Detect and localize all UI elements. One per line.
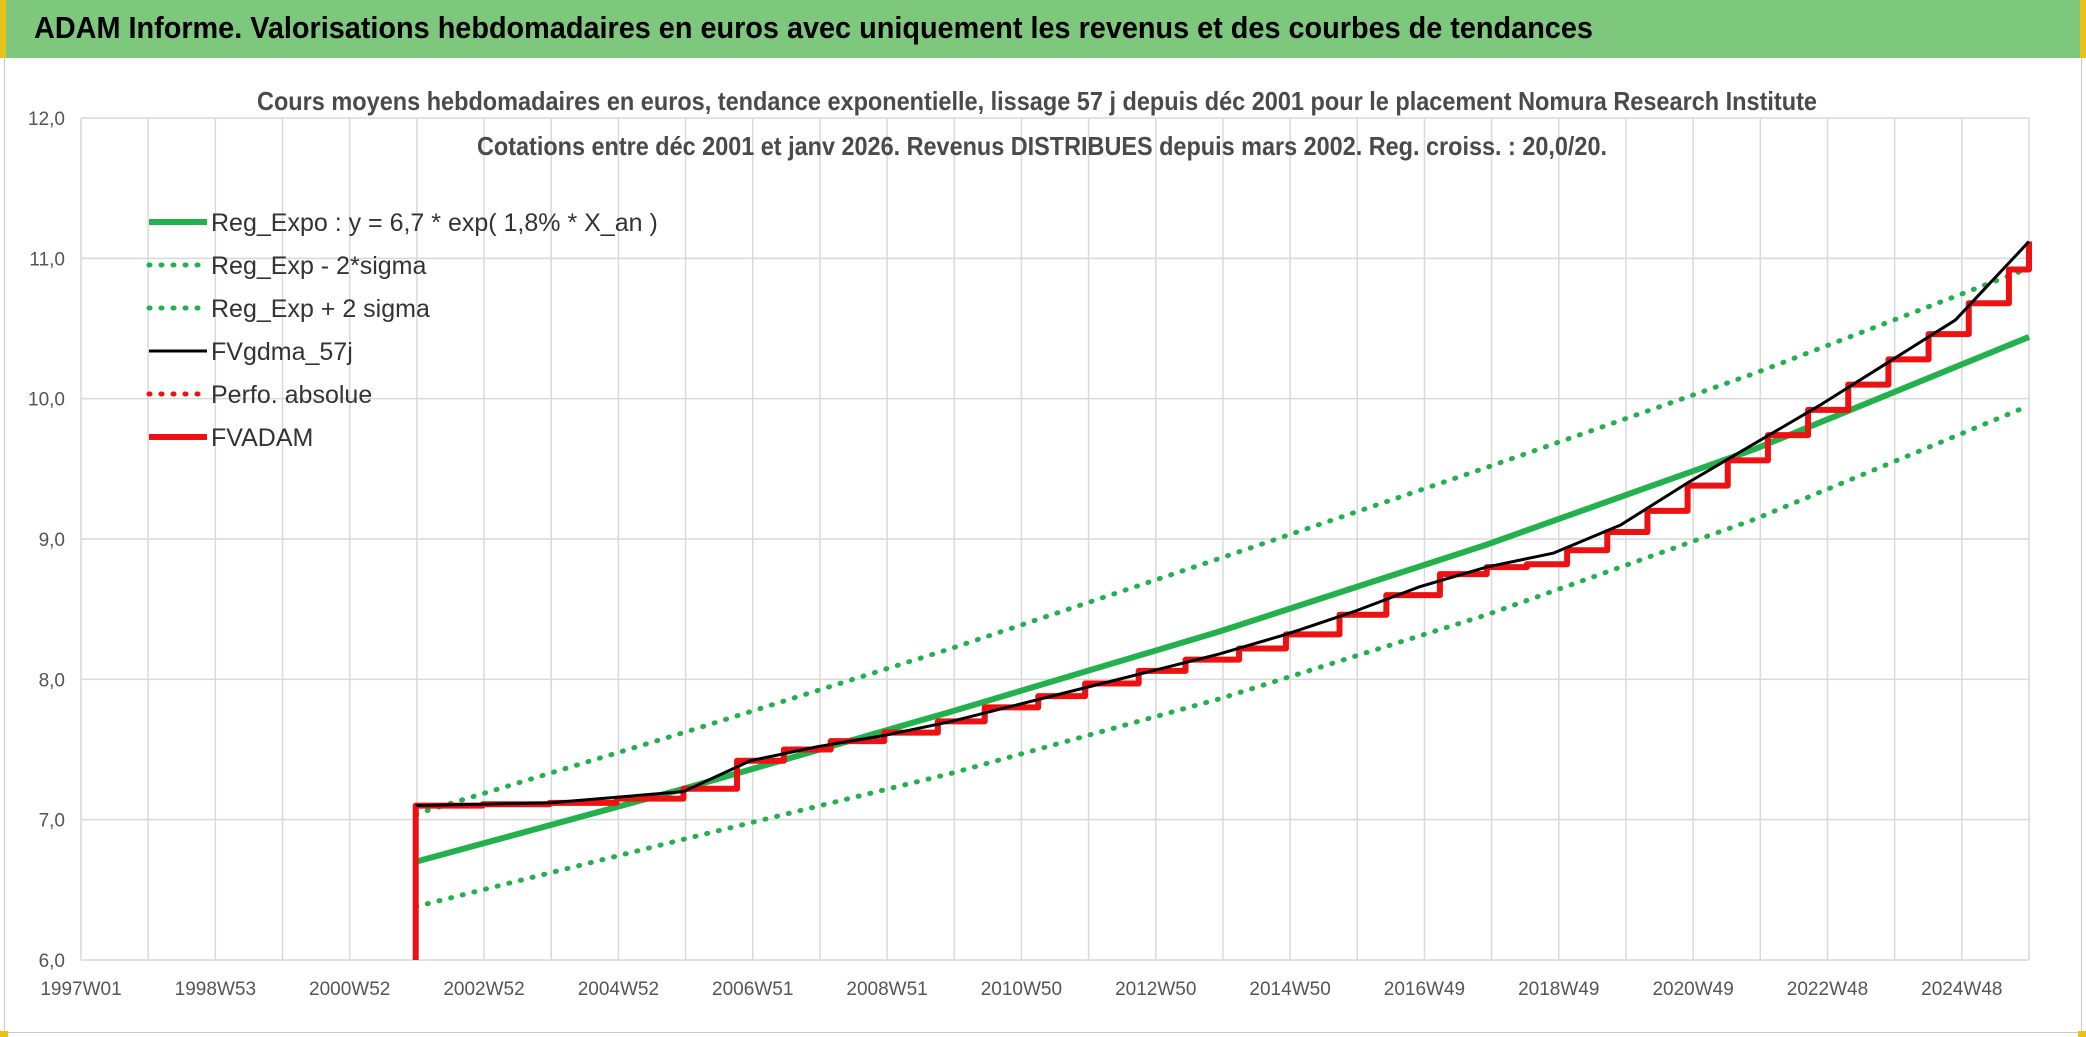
chart-title: Cours moyens hebdomadaires en euros, ten… xyxy=(257,86,1817,116)
legend-entry: Perfo. absolue xyxy=(211,381,372,409)
x-axis-ticks: 1997W01 1998W53 2000W52 2002W52 2004W52 2006W… xyxy=(40,979,2002,1000)
legend-entry: Reg_Exp - 2*sigma xyxy=(211,252,426,280)
x-tick-label: 1997W01 xyxy=(40,979,121,1000)
y-tick-label: 7,0 xyxy=(39,811,65,832)
x-tick-label: 1998W53 xyxy=(175,979,256,1000)
corner-mark-left xyxy=(0,1031,8,1037)
x-tick-label: 2006W51 xyxy=(712,979,793,1000)
legend-entry: Reg_Exp + 2 sigma xyxy=(211,295,430,323)
x-tick-label: 2000W52 xyxy=(309,979,390,1000)
x-tick-label: 2002W52 xyxy=(443,979,524,1000)
x-tick-label: 2008W51 xyxy=(846,979,927,1000)
y-tick-label: 8,0 xyxy=(39,670,65,691)
legend-entry: FVgdma_57j xyxy=(211,338,353,366)
x-tick-label: 2012W50 xyxy=(1115,979,1196,1000)
x-tick-label: 2014W50 xyxy=(1249,979,1330,1000)
y-tick-label: 6,0 xyxy=(39,951,65,972)
y-tick-label: 9,0 xyxy=(39,530,65,551)
chart-frame: Cours moyens hebdomadaires en euros, ten… xyxy=(4,58,2082,1033)
y-tick-label: 12,0 xyxy=(28,109,65,130)
x-tick-label: 2022W48 xyxy=(1787,979,1868,1000)
series-line-1 xyxy=(413,403,2032,910)
series-lines xyxy=(412,240,2032,960)
banner: ADAM Informe. Valorisations hebdomadaire… xyxy=(0,0,2086,58)
series-line-5 xyxy=(412,241,2032,960)
series-line-2 xyxy=(413,265,2032,817)
x-tick-label: 2016W49 xyxy=(1384,979,1465,1000)
y-tick-label: 10,0 xyxy=(28,390,65,411)
x-tick-label: 2004W52 xyxy=(578,979,659,1000)
banner-title: ADAM Informe. Valorisations hebdomadaire… xyxy=(34,10,1593,45)
chart-subtitle: Cotations entre déc 2001 et janv 2026. R… xyxy=(477,131,1607,161)
x-tick-label: 2020W49 xyxy=(1652,979,1733,1000)
grid xyxy=(80,117,2030,961)
x-tick-label: 2010W50 xyxy=(981,979,1062,1000)
corner-mark-right xyxy=(2078,1031,2086,1037)
y-tick-label: 11,0 xyxy=(29,249,65,270)
y-axis-ticks: 6,0 7,0 8,0 9,0 10,0 11,0 12,0 xyxy=(28,109,65,972)
chart: Cours moyens hebdomadaires en euros, ten… xyxy=(28,86,2032,1000)
x-tick-label: 2018W49 xyxy=(1518,979,1599,1000)
legend-entry: Reg_Expo : y = 6,7 * exp( 1,8% * X_an ) xyxy=(211,209,658,237)
series-line-3 xyxy=(415,240,2031,808)
legend-entry: FVADAM xyxy=(211,424,313,452)
legend: Reg_Expo : y = 6,7 * exp( 1,8% * X_an ) R… xyxy=(146,209,658,452)
x-tick-label: 2024W48 xyxy=(1921,979,2002,1000)
